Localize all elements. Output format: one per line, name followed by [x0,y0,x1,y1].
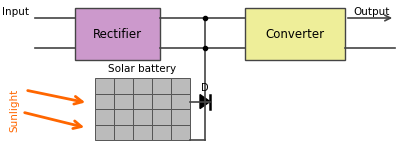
Bar [95,93,114,109]
Bar [133,109,152,125]
Bar [114,125,133,140]
Text: Converter: Converter [266,27,324,41]
Bar [95,78,114,93]
Bar [114,109,133,125]
Bar [245,8,345,60]
Text: Rectifier: Rectifier [93,27,142,41]
Bar [75,8,160,60]
Bar [114,78,133,93]
Bar [152,93,171,109]
Text: Solar battery: Solar battery [108,64,176,74]
Bar [171,78,190,93]
Bar [133,93,152,109]
Bar [133,78,152,93]
Text: Sunlight: Sunlight [9,88,19,132]
Bar [171,125,190,140]
Bar [133,125,152,140]
Bar [171,109,190,125]
Text: Input: Input [2,7,29,17]
Bar [95,125,114,140]
Bar [114,93,133,109]
Bar [152,109,171,125]
Text: D: D [201,83,209,93]
Polygon shape [200,95,210,109]
Bar [152,78,171,93]
Bar [152,125,171,140]
Bar [171,93,190,109]
Bar [95,109,114,125]
Text: Output: Output [353,7,389,17]
